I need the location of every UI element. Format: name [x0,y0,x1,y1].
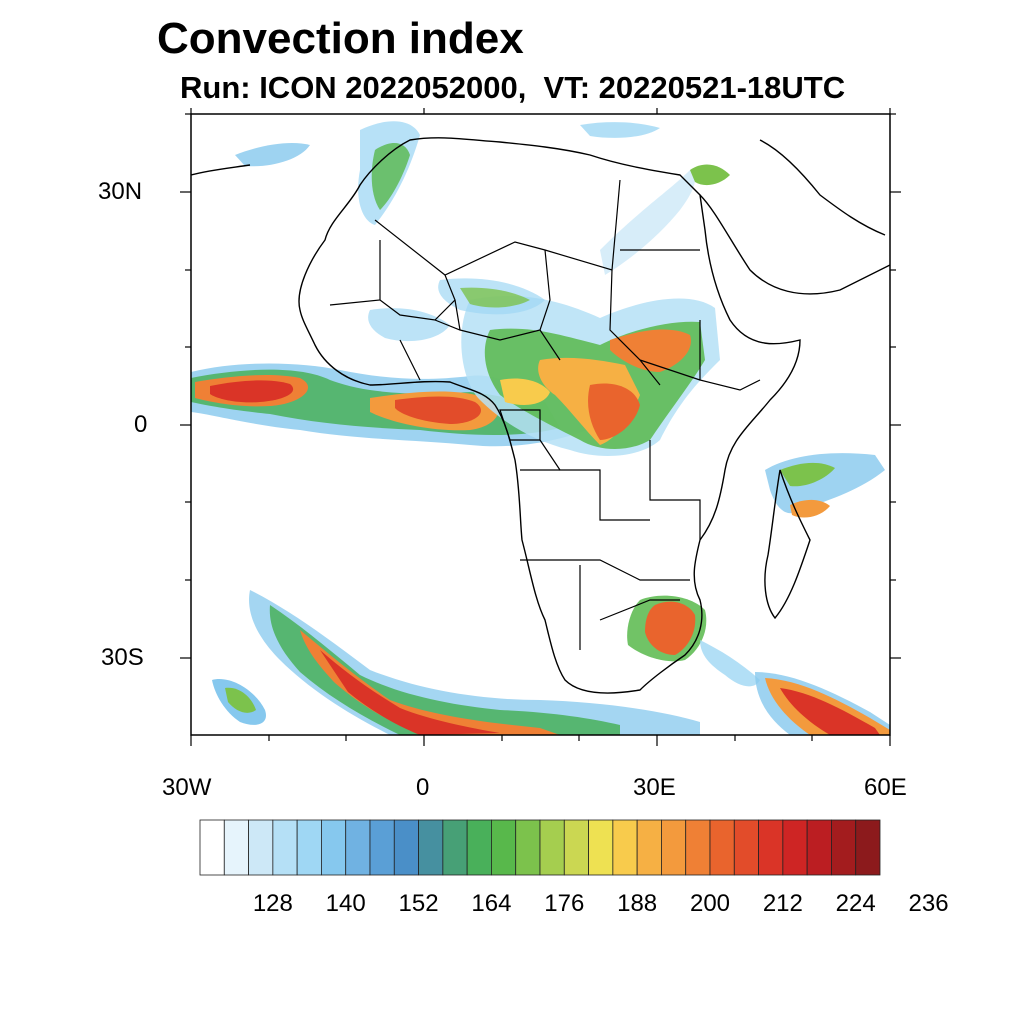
y-tick-label: 30S [101,644,144,671]
x-tick-label: 30W [162,774,212,801]
colorbar-box [758,819,784,876]
colorbar-box [588,819,614,876]
colorbar-boxes [199,819,881,876]
colorbar-box [733,819,759,876]
x-tick-label: 30E [633,774,676,801]
chart-subtitle: Run: ICON 2022052000, VT: 20220521-18UTC [180,70,846,105]
colorbar-box [442,819,468,876]
colorbar-box [491,819,517,876]
colorbar-box [369,819,395,876]
colorbar-label: 224 [836,890,876,917]
colorbar-label: 152 [399,890,439,917]
colorbar-label: 212 [763,890,803,917]
colorbar-box [685,819,711,876]
colorbar-box [418,819,444,876]
colorbar-box [539,819,565,876]
colorbar-box [345,819,371,876]
colorbar-box [806,819,832,876]
axis-ticks [180,108,901,746]
colorbar-box [296,819,322,876]
x-tick-label: 60E [864,774,907,801]
colorbar-box [466,819,492,876]
colorbar-box [321,819,347,876]
y-tick-label: 0 [134,411,148,438]
convection-field [191,121,890,735]
colorbar-box [782,819,808,876]
colorbar-label: 188 [617,890,657,917]
colorbar-box [831,819,857,876]
colorbar-label: 164 [471,890,511,917]
colorbar-box [393,819,419,876]
x-tick-label: 0 [416,774,430,801]
colorbar-box [661,819,687,876]
colorbar-label: 128 [253,890,293,917]
colorbar-box [515,819,541,876]
colorbar-box [612,819,638,876]
colorbar-label: 236 [909,890,949,917]
colorbar-labels: 128 140 152 164 176 188 200 212 224 236 [253,890,949,917]
colorbar-box [855,819,881,876]
colorbar-box [199,819,225,876]
colorbar-box [636,819,662,876]
colorbar-box [563,819,589,876]
colorbar-label: 200 [690,890,730,917]
country-borders [329,179,761,650]
colorbar-label: 140 [326,890,366,917]
colorbar-box [248,819,274,876]
y-tick-label: 30N [98,178,143,205]
colorbar-box [272,819,298,876]
colorbar-box [223,819,249,876]
colorbar-label: 176 [544,890,584,917]
colorbar-box [709,819,735,876]
chart-title: Convection index [157,14,524,63]
